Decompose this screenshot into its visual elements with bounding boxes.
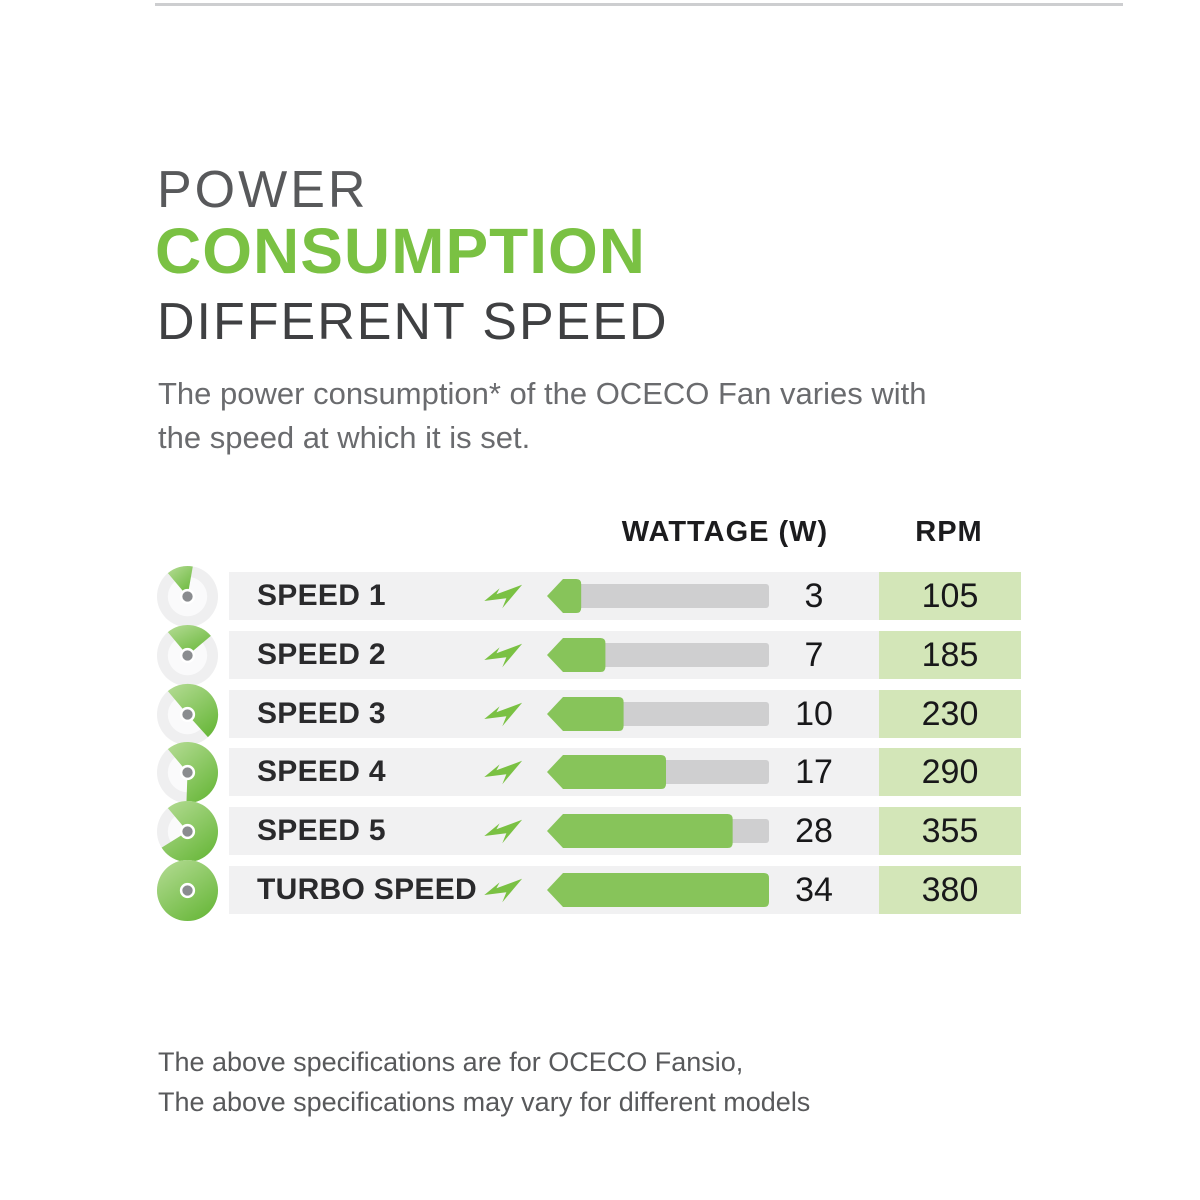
- speed-label: SPEED 2: [257, 637, 386, 671]
- table-row: SPEED 1 3 105: [156, 565, 1021, 628]
- wattage-value: 34: [795, 870, 833, 909]
- rpm-value: 290: [879, 748, 1021, 797]
- wattage-bar-fill: [547, 637, 606, 672]
- page-title-line1: POWER: [157, 161, 369, 219]
- wattage-bar-track: [563, 584, 769, 608]
- speed-label: TURBO SPEED: [257, 872, 477, 906]
- page-title-line2: CONSUMPTION: [155, 215, 646, 287]
- speed-gauge-icon: [156, 624, 219, 686]
- row-strip: TURBO SPEED 34 380: [229, 865, 1021, 914]
- speed-table: SPEED 1 3 105 SPEED 2 7 185: [156, 565, 1021, 925]
- speed-gauge-icon: [156, 801, 219, 863]
- column-header-wattage: WATTAGE (W): [621, 516, 829, 548]
- speed-gauge-icon: [156, 859, 219, 921]
- speed-label: SPEED 3: [257, 696, 386, 730]
- row-strip: SPEED 3 10 230: [229, 689, 1021, 738]
- wattage-value: 28: [795, 812, 833, 851]
- rpm-value: 380: [879, 865, 1021, 914]
- table-row: SPEED 5 28 355: [156, 801, 1021, 863]
- table-row: SPEED 2 7 185: [156, 624, 1021, 686]
- column-header-rpm: RPM: [915, 516, 983, 548]
- wattage-value: 17: [795, 753, 833, 792]
- rpm-value: 105: [879, 572, 1021, 620]
- wattage-bar-fill: [547, 814, 733, 849]
- lightning-bolt-icon: [484, 878, 523, 903]
- table-row: SPEED 4 17 290: [156, 742, 1021, 804]
- wattage-bar-fill: [547, 755, 666, 790]
- wattage-bar: [547, 637, 769, 672]
- footnote: The above specifications are for OCECO F…: [158, 1042, 810, 1122]
- row-strip: SPEED 5 28 355: [229, 807, 1021, 856]
- speed-gauge-icon: [156, 742, 219, 804]
- lightning-bolt-icon: [484, 761, 523, 785]
- speed-label: SPEED 1: [257, 579, 386, 612]
- description-line2: the speed at which it is set.: [158, 420, 531, 455]
- speed-gauge-icon: [156, 565, 219, 628]
- wattage-bar: [547, 755, 769, 790]
- wattage-value: 10: [795, 694, 833, 733]
- table-row: TURBO SPEED 34 380: [156, 859, 1021, 921]
- speed-label: SPEED 4: [257, 755, 386, 789]
- row-strip: SPEED 2 7 185: [229, 630, 1021, 679]
- rpm-value: 355: [879, 807, 1021, 856]
- wattage-bar: [547, 579, 769, 613]
- wattage-bar-fill: [547, 696, 624, 731]
- wattage-bar: [547, 696, 769, 731]
- rpm-value: 185: [879, 630, 1021, 679]
- lightning-bolt-icon: [484, 819, 523, 844]
- wattage-value: 7: [804, 635, 824, 674]
- row-strip: SPEED 4 17 290: [229, 748, 1021, 797]
- wattage-bar: [547, 814, 769, 849]
- speed-gauge-icon: [156, 683, 219, 745]
- table-row: SPEED 3 10 230: [156, 683, 1021, 745]
- footnote-line1: The above specifications are for OCECO F…: [158, 1047, 744, 1077]
- wattage-bar-fill: [547, 872, 769, 907]
- wattage-bar: [547, 872, 769, 907]
- wattage-bar-fill: [547, 579, 582, 613]
- description-line1: The power consumption* of the OCECO Fan …: [158, 376, 927, 411]
- page-title-line3: DIFFERENT SPEED: [157, 293, 669, 351]
- row-strip: SPEED 1 3 105: [229, 572, 1021, 620]
- top-divider: [155, 3, 1123, 6]
- description-text: The power consumption* of the OCECO Fan …: [158, 372, 1058, 460]
- lightning-bolt-icon: [484, 702, 523, 726]
- rpm-value: 230: [879, 689, 1021, 738]
- footnote-line2: The above specifications may vary for di…: [158, 1087, 811, 1117]
- lightning-bolt-icon: [484, 643, 523, 667]
- wattage-value: 3: [804, 577, 824, 615]
- wattage-bar-track: [563, 642, 769, 667]
- lightning-bolt-icon: [484, 584, 523, 609]
- speed-label: SPEED 5: [257, 814, 386, 848]
